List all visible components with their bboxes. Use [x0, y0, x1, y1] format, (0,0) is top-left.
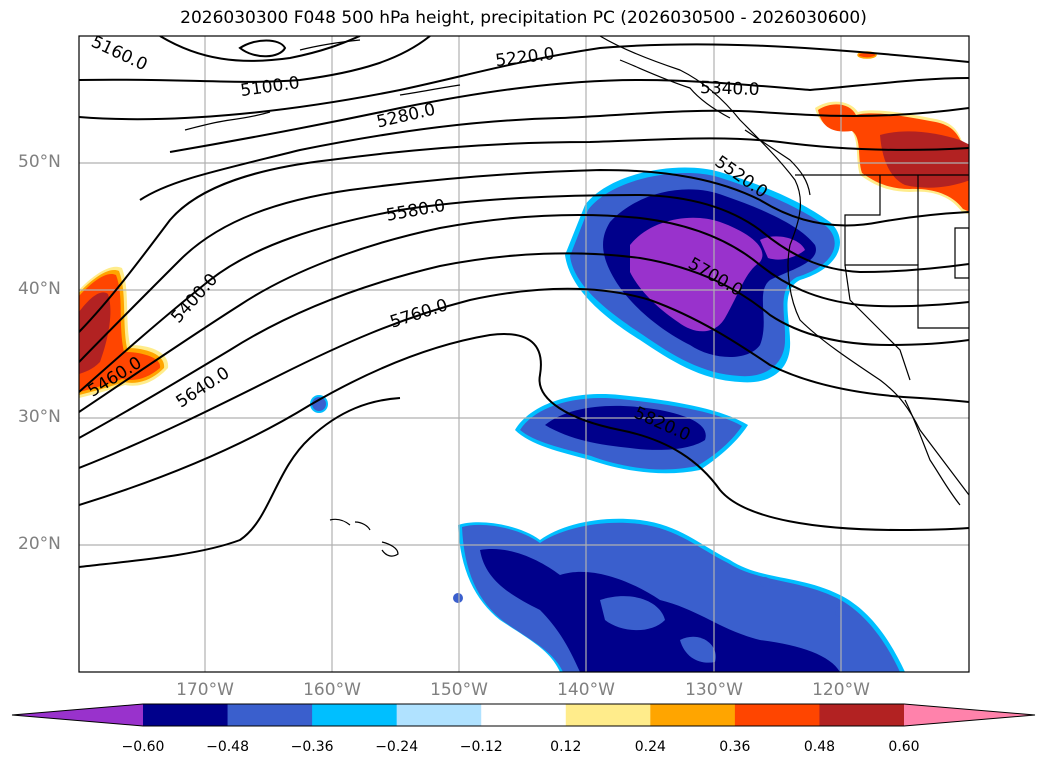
contour-5700 — [79, 287, 969, 469]
colorbar-tick-label: −0.60 — [121, 739, 165, 755]
contour-5160-ring — [238, 39, 287, 58]
colorbar-swatch — [312, 704, 398, 726]
lat-label-20n: 20°N — [18, 534, 61, 554]
colorbar-extend-max — [904, 704, 1035, 726]
precip-negative-small-areas — [310, 395, 845, 617]
contour-5460 — [79, 168, 969, 363]
contour-5640 — [79, 252, 969, 439]
lon-label-150w: 150°W — [430, 680, 488, 700]
contour-5340 — [139, 107, 969, 201]
lat-label-30n: 30°N — [18, 407, 61, 427]
lon-label-120w: 120°W — [812, 680, 870, 700]
colorbar-tick-label: 0.60 — [888, 739, 920, 755]
contour-5820 — [79, 397, 401, 568]
lat-label-50n: 50°N — [18, 152, 61, 172]
contour-5220 — [79, 43, 969, 121]
colorbar-tick-label: 0.12 — [550, 739, 582, 755]
colorbar-tick-label: −0.12 — [459, 739, 503, 755]
contour-5400 — [79, 137, 969, 333]
colorbar-swatch — [396, 704, 482, 726]
colorbar-tick-label: 0.24 — [634, 739, 666, 755]
contour-5160 — [159, 36, 361, 62]
colorbar-tick-label: −0.48 — [206, 739, 249, 755]
contour-5100 — [79, 36, 431, 83]
precip-positive-pc-region-ne — [815, 51, 969, 215]
colorbar-swatch — [227, 704, 313, 726]
precip-negative-pc-region-central — [515, 394, 748, 474]
lon-label-170w: 170°W — [176, 680, 234, 700]
colorbar-swatch — [734, 704, 820, 726]
contour-label-5340: 5340.0 — [700, 78, 760, 100]
contour-5580 — [79, 214, 969, 413]
height-contours — [79, 36, 969, 568]
contour-5280 — [169, 77, 969, 153]
colorbar-swatch — [565, 704, 651, 726]
map-frame — [78, 35, 970, 673]
colorbar-tick-label: 0.48 — [803, 739, 836, 755]
coastlines-and-borders — [184, 36, 969, 557]
contour-5520 — [79, 193, 969, 393]
colorbar-swatch — [481, 704, 567, 726]
colorbar-tick-label: −0.24 — [375, 739, 419, 755]
colorbar-swatch — [143, 704, 229, 726]
lon-label-160w: 160°W — [303, 680, 361, 700]
colorbar-extend-min — [12, 704, 143, 726]
contour-5760 — [79, 333, 969, 532]
colorbar — [11, 703, 1036, 727]
colorbar-swatches — [11, 703, 1036, 727]
colorbar-tick-label: 0.36 — [719, 739, 751, 755]
colorbar-outline — [11, 703, 1036, 727]
precip-negative-pc-region-south — [458, 518, 905, 672]
colorbar-swatch — [819, 704, 905, 726]
lon-label-130w: 130°W — [685, 680, 743, 700]
lat-label-40n: 40°N — [18, 279, 61, 299]
colorbar-swatch — [650, 704, 736, 726]
colorbar-tick-label: −0.36 — [290, 739, 334, 755]
map-title: 2026030300 F048 500 hPa height, precipit… — [180, 8, 867, 28]
precip-positive-pc-region-west — [79, 266, 169, 398]
lon-label-140w: 140°W — [557, 680, 615, 700]
